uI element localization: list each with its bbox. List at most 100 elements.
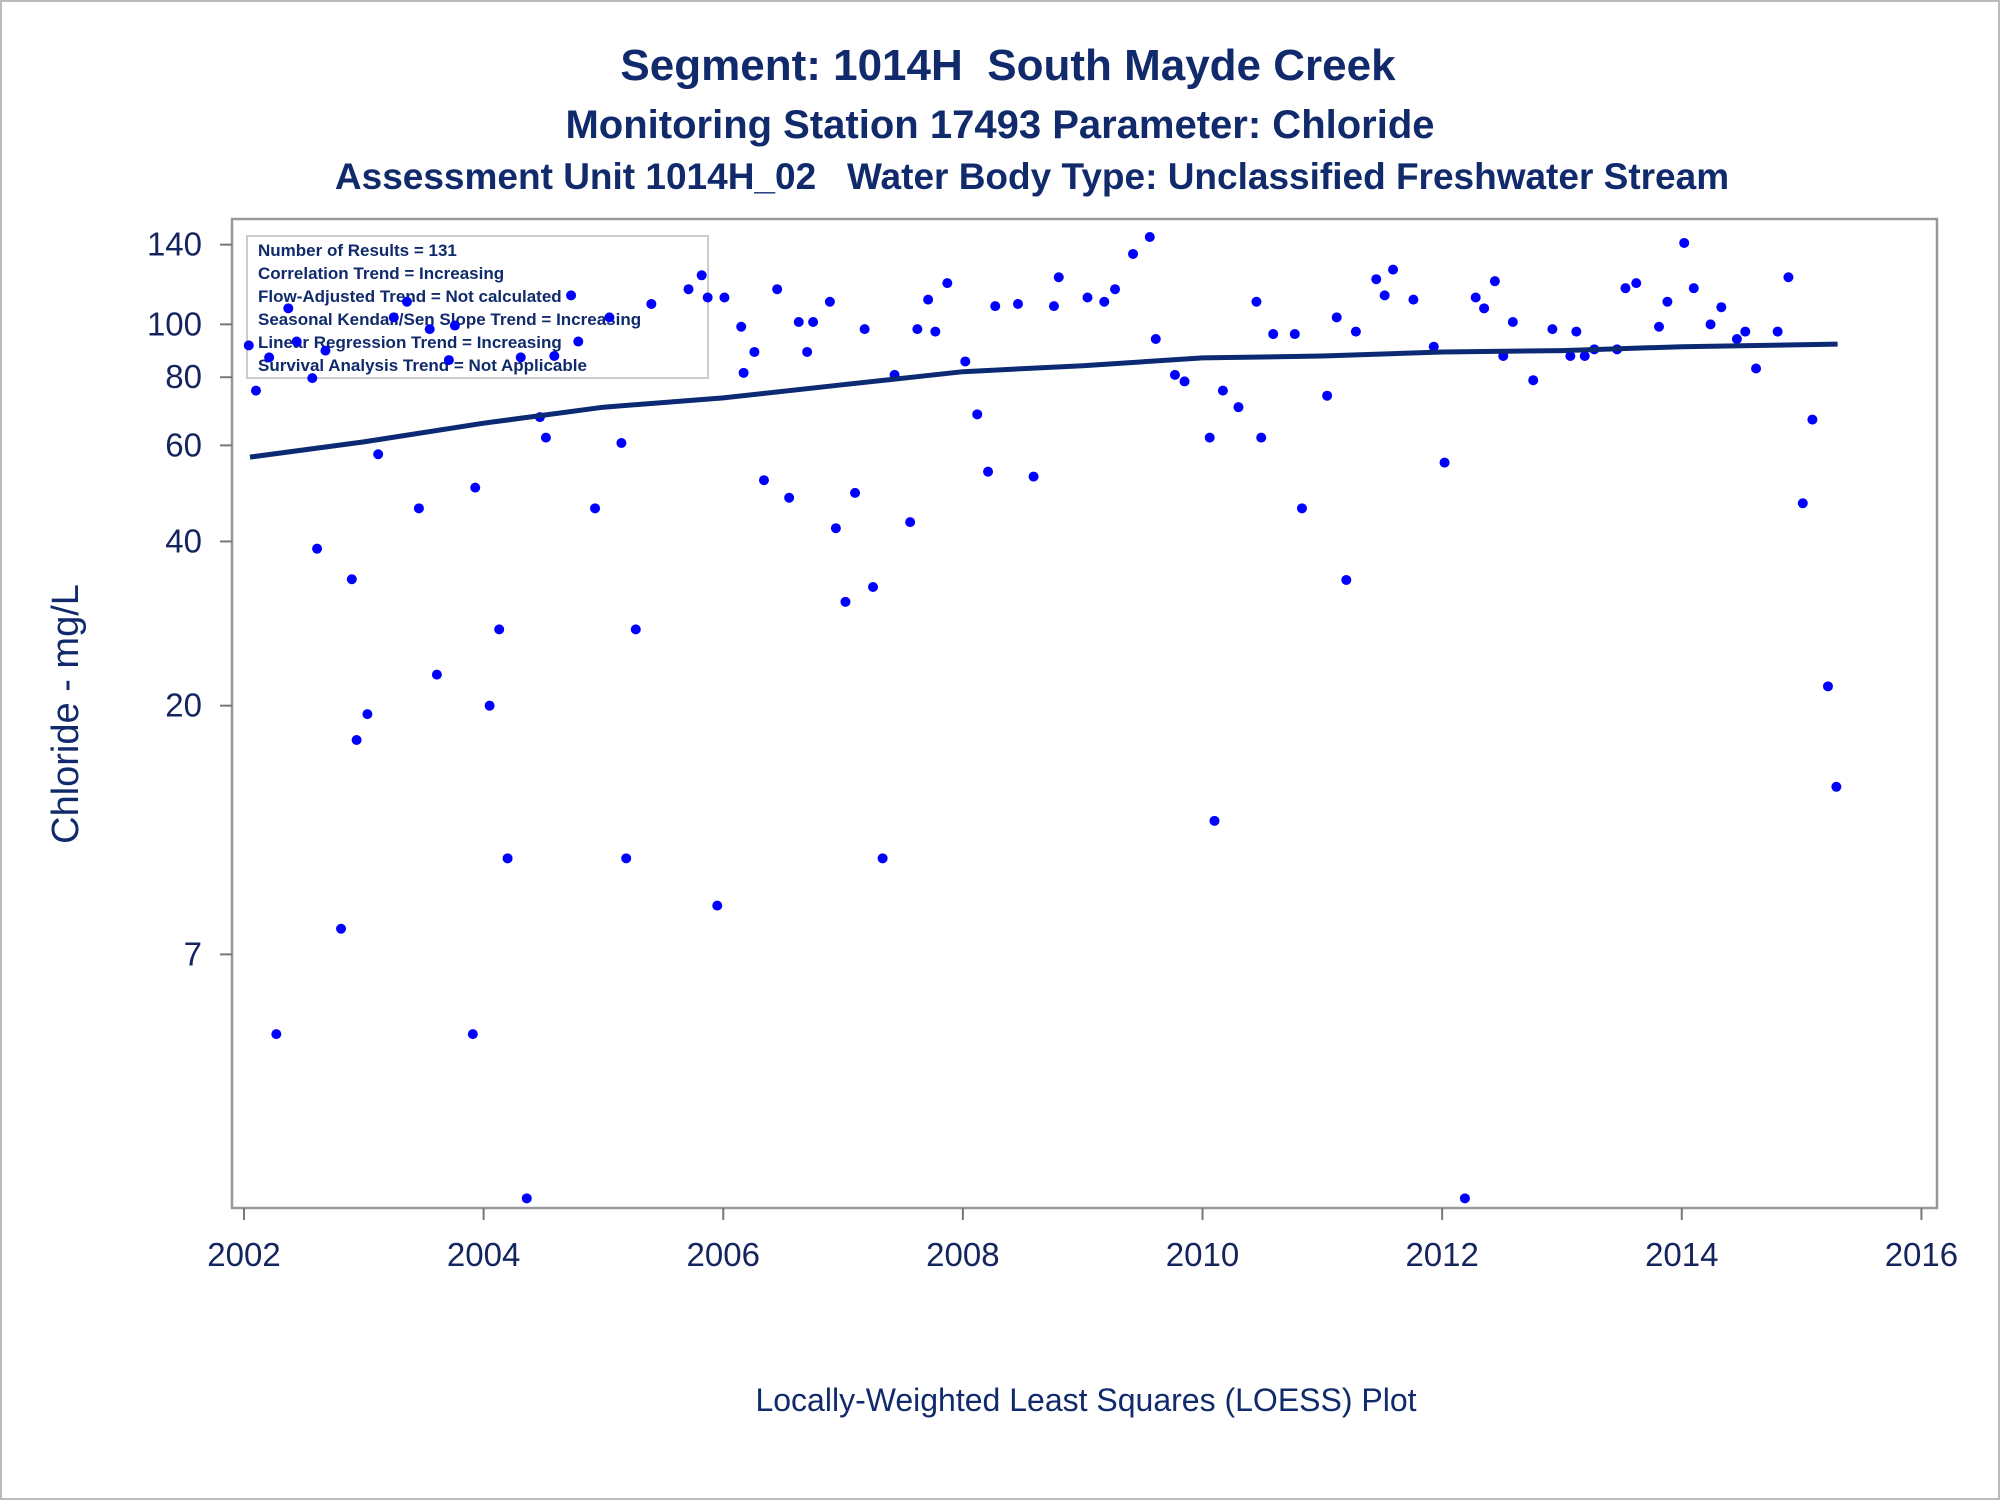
data-point bbox=[1751, 363, 1762, 374]
data-point bbox=[424, 324, 435, 335]
data-point bbox=[616, 438, 627, 449]
data-point bbox=[443, 355, 454, 366]
data-point bbox=[346, 574, 357, 585]
data-point bbox=[573, 336, 584, 347]
data-point bbox=[336, 923, 347, 934]
data-point bbox=[646, 298, 657, 309]
data-point bbox=[784, 492, 795, 503]
data-point bbox=[758, 475, 769, 486]
trend-line bbox=[249, 341, 1838, 460]
data-point bbox=[912, 324, 923, 335]
x-tick-label: 2004 bbox=[447, 1236, 520, 1273]
x-tick-label: 2008 bbox=[926, 1236, 999, 1273]
data-point bbox=[859, 324, 870, 335]
annotation: Survival Analysis Trend = Not Applicable bbox=[258, 356, 587, 375]
data-point bbox=[1296, 503, 1307, 514]
data-point bbox=[502, 853, 513, 864]
chart-subtitle: Assessment Unit 1014H_02 Water Body Type… bbox=[335, 156, 1729, 197]
data-point bbox=[1053, 272, 1064, 283]
x-tick-label: 2016 bbox=[1885, 1236, 1958, 1273]
data-point bbox=[1331, 312, 1342, 323]
data-point bbox=[683, 284, 694, 295]
y-axis-label: Chloride - mg/L bbox=[45, 584, 87, 844]
data-point bbox=[307, 373, 318, 384]
data-point bbox=[291, 336, 302, 347]
data-point bbox=[1110, 284, 1121, 295]
data-point bbox=[1479, 303, 1490, 314]
annotation: Seasonal Kendall/Sen Slope Trend = Incre… bbox=[258, 310, 641, 329]
data-point bbox=[824, 296, 835, 307]
data-point bbox=[320, 345, 331, 356]
data-point bbox=[540, 432, 551, 443]
data-point bbox=[830, 523, 841, 534]
data-point bbox=[905, 517, 916, 528]
y-tick-label: 7 bbox=[184, 935, 202, 972]
data-point bbox=[431, 669, 442, 680]
annotation: Number of Results = 131 bbox=[258, 241, 457, 260]
data-point bbox=[1379, 290, 1390, 301]
data-point bbox=[736, 321, 747, 332]
y-tick-label: 20 bbox=[165, 687, 202, 724]
data-point bbox=[702, 292, 713, 303]
data-point bbox=[930, 326, 941, 337]
data-point bbox=[1822, 681, 1833, 692]
data-point bbox=[1082, 292, 1093, 303]
y-tick-label: 40 bbox=[165, 522, 202, 559]
data-point bbox=[1179, 376, 1190, 387]
data-point bbox=[388, 312, 399, 323]
data-point bbox=[1204, 432, 1215, 443]
annotation: Flow-Adjusted Trend = Not calculated bbox=[258, 287, 562, 306]
y-tick-label: 140 bbox=[147, 226, 202, 263]
data-point bbox=[1620, 283, 1631, 294]
data-point bbox=[1528, 375, 1539, 386]
x-tick-label: 2006 bbox=[687, 1236, 760, 1273]
x-tick-label: 2014 bbox=[1645, 1236, 1718, 1273]
data-point bbox=[630, 624, 641, 635]
data-point bbox=[696, 270, 707, 281]
data-point bbox=[1128, 248, 1139, 259]
data-point bbox=[960, 356, 971, 367]
data-point bbox=[1028, 471, 1039, 482]
data-point bbox=[1144, 231, 1155, 242]
data-point bbox=[1654, 321, 1665, 332]
data-point bbox=[1797, 498, 1808, 509]
data-point bbox=[413, 503, 424, 514]
data-point bbox=[1350, 326, 1361, 337]
data-point bbox=[1459, 1193, 1470, 1204]
chart-title: Segment: 1014H South Mayde Creek bbox=[620, 41, 1396, 90]
data-point bbox=[923, 294, 934, 305]
data-point bbox=[1150, 334, 1161, 345]
data-point bbox=[1565, 350, 1576, 361]
data-point bbox=[1507, 316, 1518, 327]
annotation: Correlation Trend = Increasing bbox=[258, 264, 504, 283]
data-point bbox=[1408, 294, 1419, 305]
data-point bbox=[1470, 292, 1481, 303]
data-point bbox=[1256, 432, 1267, 443]
data-point bbox=[749, 346, 760, 357]
data-point bbox=[1428, 341, 1439, 352]
data-point bbox=[283, 303, 294, 314]
data-point bbox=[1322, 390, 1333, 401]
data-point bbox=[362, 709, 373, 720]
data-point bbox=[494, 624, 505, 635]
data-point bbox=[515, 352, 526, 363]
x-tick-label: 2002 bbox=[207, 1236, 280, 1273]
data-point bbox=[1662, 296, 1673, 307]
data-point bbox=[449, 320, 460, 331]
data-point bbox=[840, 596, 851, 607]
data-point bbox=[1631, 278, 1642, 289]
data-point bbox=[1731, 334, 1742, 345]
data-point bbox=[243, 340, 254, 351]
data-point bbox=[1439, 457, 1450, 468]
data-point bbox=[1013, 298, 1024, 309]
data-point bbox=[719, 292, 730, 303]
data-point bbox=[808, 316, 819, 327]
data-point bbox=[1209, 815, 1220, 826]
data-point bbox=[738, 367, 749, 378]
data-point bbox=[621, 853, 632, 864]
data-point bbox=[772, 284, 783, 295]
data-point bbox=[1831, 781, 1842, 792]
data-point bbox=[1705, 319, 1716, 330]
data-point bbox=[1048, 301, 1059, 312]
